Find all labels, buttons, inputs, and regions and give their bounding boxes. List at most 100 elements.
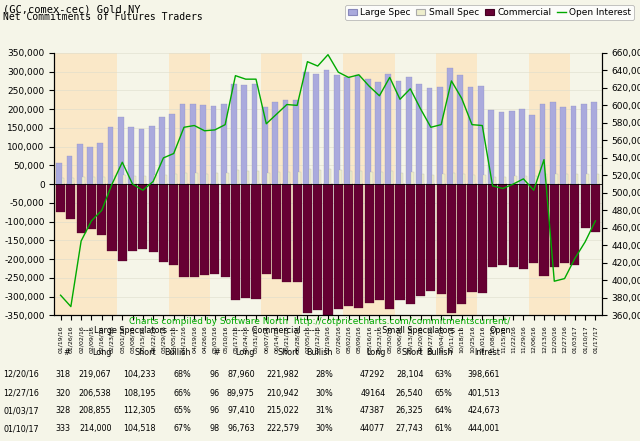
Bar (195, 173, 198, 184)
Bar (391, 172, 393, 184)
Bar (529, 53, 570, 315)
Bar (221, 104, 227, 184)
Text: 221,982: 221,982 (266, 370, 300, 378)
Bar (272, 102, 278, 184)
Bar (303, 184, 312, 313)
Text: 210,942: 210,942 (267, 389, 300, 398)
Bar (164, 175, 167, 184)
Text: 112,305: 112,305 (124, 407, 156, 415)
Text: 31%: 31% (316, 407, 333, 415)
Bar (473, 175, 476, 184)
Bar (261, 53, 302, 315)
Text: 64%: 64% (435, 407, 452, 415)
Bar (128, 127, 134, 184)
Text: 424,673: 424,673 (467, 407, 500, 415)
Bar (200, 105, 206, 184)
Text: 68%: 68% (173, 370, 191, 378)
Bar (124, 175, 125, 184)
Text: 63%: 63% (435, 370, 452, 378)
Bar (221, 184, 230, 277)
Bar (308, 169, 311, 184)
Bar (252, 84, 257, 184)
Bar (406, 184, 415, 304)
Text: (GC,comex-cec) Gold,NY: (GC,comex-cec) Gold,NY (3, 4, 141, 15)
Bar (580, 184, 589, 228)
Text: Short: Short (134, 348, 156, 357)
Bar (467, 184, 477, 292)
Bar (385, 184, 394, 309)
Bar (525, 176, 527, 184)
Bar (144, 176, 147, 184)
Bar (566, 174, 568, 184)
Text: 208,855: 208,855 (79, 407, 111, 415)
Bar (349, 171, 352, 184)
Text: 104,518: 104,518 (124, 424, 156, 434)
Text: 108,195: 108,195 (124, 389, 156, 398)
Text: 398,661: 398,661 (467, 370, 500, 378)
Text: Bullish: Bullish (307, 348, 333, 357)
Text: 214,000: 214,000 (79, 424, 111, 434)
Bar (488, 184, 497, 267)
Text: 215,022: 215,022 (266, 407, 300, 415)
Bar (211, 184, 220, 274)
Bar (344, 53, 395, 315)
Bar (396, 184, 404, 300)
Bar (591, 102, 597, 184)
Bar (77, 144, 83, 184)
Bar (519, 109, 525, 184)
Text: 47292: 47292 (360, 370, 385, 378)
Bar (540, 104, 545, 184)
Bar (175, 174, 177, 184)
Bar (56, 163, 62, 184)
Text: 30%: 30% (316, 424, 333, 434)
Bar (570, 184, 579, 265)
Bar (93, 177, 95, 184)
Text: 65%: 65% (173, 407, 191, 415)
Bar (560, 107, 566, 184)
Bar (268, 173, 269, 184)
Text: 328: 328 (55, 407, 70, 415)
Bar (159, 184, 168, 262)
Bar (292, 184, 301, 282)
Bar (319, 170, 321, 184)
Bar (477, 184, 487, 293)
Bar (303, 72, 309, 184)
Bar (87, 147, 93, 184)
Bar (339, 170, 342, 184)
Bar (67, 184, 76, 219)
Bar (360, 171, 362, 184)
Bar (519, 184, 528, 269)
Text: 26,325: 26,325 (396, 407, 424, 415)
Text: 96: 96 (209, 389, 220, 398)
Bar (529, 184, 538, 263)
Bar (323, 184, 333, 315)
Bar (313, 184, 323, 310)
Text: 96,763: 96,763 (227, 424, 255, 434)
Text: 28%: 28% (315, 370, 333, 378)
Bar (97, 184, 106, 235)
Bar (488, 110, 494, 184)
Bar (499, 112, 504, 184)
Text: 318: 318 (55, 370, 70, 378)
Bar (231, 184, 240, 300)
Text: 49164: 49164 (360, 389, 385, 398)
Bar (148, 184, 157, 252)
Text: 28,104: 28,104 (396, 370, 424, 378)
Bar (159, 117, 165, 184)
Text: Long: Long (366, 348, 385, 357)
Bar (355, 75, 360, 184)
Bar (396, 81, 401, 184)
Bar (545, 174, 547, 184)
Bar (344, 184, 353, 306)
Text: 30%: 30% (316, 389, 333, 398)
Bar (237, 170, 239, 184)
Bar (179, 184, 189, 277)
Text: Intrest: Intrest (474, 348, 500, 357)
Text: 27,743: 27,743 (396, 424, 424, 434)
Bar (67, 157, 72, 184)
Text: 104,233: 104,233 (124, 370, 156, 378)
Text: 219,067: 219,067 (79, 370, 111, 378)
Text: 26,540: 26,540 (396, 389, 424, 398)
Bar (241, 184, 250, 299)
Bar (529, 115, 535, 184)
